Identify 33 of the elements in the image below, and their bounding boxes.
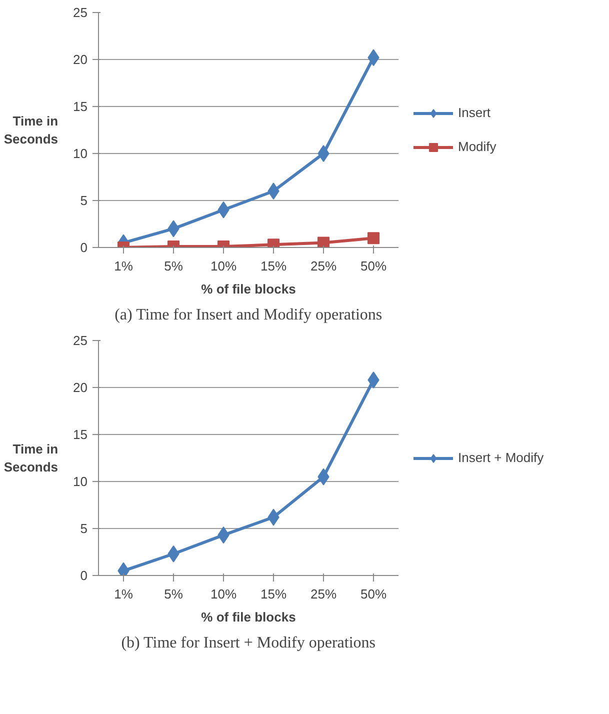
x-axis-title: % of file blocks <box>201 282 296 296</box>
x-tick-label: 10% <box>210 586 237 602</box>
x-tick-label: 50% <box>360 586 387 602</box>
y-tick-label: 20 <box>73 380 88 395</box>
y-axis-title: Time in Seconds <box>4 114 58 146</box>
y-tick-label: 25 <box>73 5 88 20</box>
y-tick-label: 5 <box>80 193 88 208</box>
x-tick-label: 25% <box>310 586 337 602</box>
y-tick-label: 10 <box>73 474 88 489</box>
legend-label: Insert + Modify <box>458 450 544 465</box>
x-tick-label: 50% <box>360 258 387 274</box>
y-tick-label: 25 <box>73 333 88 348</box>
x-tick-label: 5% <box>164 586 184 602</box>
text: (a) Time for Insert and Modify operations <box>114 306 382 324</box>
x-tick-label: 1% <box>114 258 134 274</box>
text: (b) Time for Insert + Modify operations <box>121 634 376 652</box>
x-tick-label: 10% <box>210 258 237 274</box>
x-tick-label: 15% <box>260 586 287 602</box>
y-axis-title: Time in Seconds <box>4 442 58 474</box>
legend-label: Insert <box>458 105 491 120</box>
x-tick-label: 1% <box>114 586 134 602</box>
legend-label: Modify <box>458 139 496 154</box>
x-tick-label: 5% <box>164 258 184 274</box>
x-axis-title: % of file blocks <box>201 610 296 624</box>
y-tick-label: 15 <box>73 99 88 114</box>
y-tick-label: 0 <box>80 568 88 583</box>
y-tick-label: 15 <box>73 427 88 442</box>
y-tick-label: 20 <box>73 52 88 67</box>
y-tick-label: 0 <box>80 240 88 255</box>
x-tick-label: 15% <box>260 258 287 274</box>
y-tick-label: 5 <box>80 521 88 536</box>
x-tick-label: 25% <box>310 258 337 274</box>
y-tick-label: 10 <box>73 146 88 161</box>
